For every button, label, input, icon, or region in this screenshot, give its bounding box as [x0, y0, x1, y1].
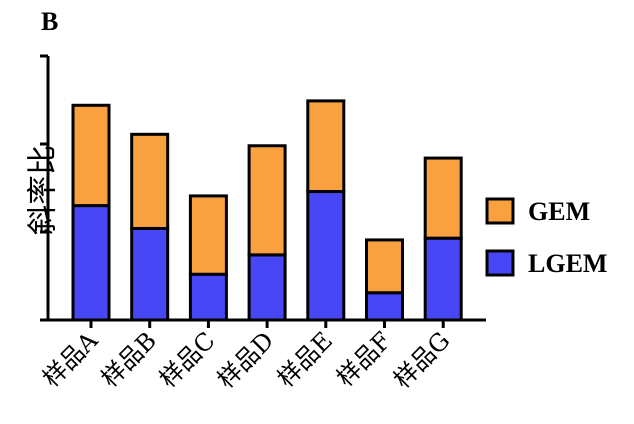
x-tick-label-7: 样品G: [388, 326, 455, 393]
bar-lgem-3: [188, 272, 228, 322]
bar-lgem-5: [306, 190, 346, 322]
bar-lgem-4: [247, 253, 287, 322]
bar-gem-6: [365, 238, 404, 295]
x-tick-label-5: 样品E: [272, 326, 338, 392]
axes-group: [40, 54, 486, 328]
bar-lgem-1: [71, 204, 111, 322]
legend-label-lgem: LGEM: [528, 249, 607, 278]
x-tick-label-3: 样品C: [154, 326, 221, 393]
legend: GEM LGEM: [485, 197, 607, 278]
x-tick-label-2: 样品B: [96, 326, 162, 392]
x-tick-label-6: 样品F: [331, 326, 397, 392]
bar-lgem-6: [365, 291, 404, 322]
legend-swatch-gem: [485, 197, 515, 225]
bar-gem-3: [188, 194, 228, 276]
legend-swatch-lgem: [485, 249, 515, 277]
bar-lgem-7: [423, 236, 463, 322]
y-axis-label: 斜率比: [26, 145, 61, 235]
panel-label: B: [41, 7, 58, 36]
bar-gem-5: [306, 99, 346, 194]
bar-gem-2: [130, 132, 170, 230]
bar-gem-7: [423, 156, 463, 240]
bar-gem-4: [247, 144, 287, 257]
x-tick-label-4: 样品D: [212, 326, 279, 393]
x-tick-label-1: 样品A: [37, 326, 103, 392]
bar-gem-1: [71, 103, 111, 208]
bars-group: [71, 99, 463, 322]
legend-label-gem: GEM: [528, 197, 590, 226]
bar-lgem-2: [130, 226, 170, 322]
